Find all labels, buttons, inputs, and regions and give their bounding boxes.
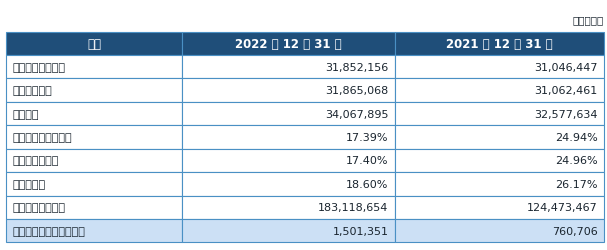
Text: 风险加权资产合计: 风险加权资产合计	[12, 202, 65, 212]
Text: 18.60%: 18.60%	[346, 179, 388, 189]
Text: 32,577,634: 32,577,634	[534, 109, 598, 119]
Bar	[395, 196, 604, 219]
Bar	[6, 219, 183, 242]
Text: 183,118,654: 183,118,654	[318, 202, 388, 212]
Text: 2022 年 12 月 31 日: 2022 年 12 月 31 日	[236, 38, 342, 51]
Text: 单位：千元: 单位：千元	[573, 15, 604, 25]
Text: 31,046,447: 31,046,447	[534, 62, 598, 72]
Bar	[395, 126, 604, 149]
Bar	[183, 196, 395, 219]
Text: 24.94%: 24.94%	[555, 132, 598, 142]
Text: 31,062,461: 31,062,461	[535, 86, 598, 96]
Bar	[183, 172, 395, 196]
Text: 31,852,156: 31,852,156	[325, 62, 388, 72]
Text: 17.40%: 17.40%	[346, 156, 388, 166]
Text: 资本净额: 资本净额	[12, 109, 39, 119]
Bar	[395, 102, 604, 126]
Text: 34,067,895: 34,067,895	[325, 109, 388, 119]
Bar	[6, 79, 183, 102]
Text: 26.17%: 26.17%	[555, 179, 598, 189]
Text: 一级资本充足率: 一级资本充足率	[12, 156, 58, 166]
Bar	[395, 56, 604, 79]
Bar	[183, 79, 395, 102]
Text: 24.96%: 24.96%	[555, 156, 598, 166]
Text: 核心一级资本充足率: 核心一级资本充足率	[12, 132, 72, 142]
Bar	[395, 79, 604, 102]
Bar	[395, 172, 604, 196]
Text: 124,473,467: 124,473,467	[527, 202, 598, 212]
Bar	[395, 149, 604, 172]
Bar	[6, 196, 183, 219]
Text: 760,706: 760,706	[552, 226, 598, 236]
Text: 1,501,351: 1,501,351	[333, 226, 388, 236]
Bar	[183, 219, 395, 242]
Bar	[6, 172, 183, 196]
Bar	[6, 56, 183, 79]
Text: 一级资本净额: 一级资本净额	[12, 86, 52, 96]
Text: 核心一级资本净额: 核心一级资本净额	[12, 62, 65, 72]
Bar	[6, 149, 183, 172]
Bar	[6, 126, 183, 149]
Text: 31,865,068: 31,865,068	[325, 86, 388, 96]
Bar	[395, 32, 604, 56]
Bar	[395, 219, 604, 242]
Text: 2021 年 12 月 31 日: 2021 年 12 月 31 日	[446, 38, 552, 51]
Bar	[183, 149, 395, 172]
Bar	[6, 102, 183, 126]
Bar	[183, 126, 395, 149]
Bar	[183, 102, 395, 126]
Bar	[6, 32, 183, 56]
Text: 17.39%: 17.39%	[346, 132, 388, 142]
Bar	[183, 32, 395, 56]
Bar	[183, 56, 395, 79]
Text: 资本充足率: 资本充足率	[12, 179, 46, 189]
Text: 其中：市场风险加权资产: 其中：市场风险加权资产	[12, 226, 85, 236]
Text: 项目: 项目	[87, 38, 101, 51]
